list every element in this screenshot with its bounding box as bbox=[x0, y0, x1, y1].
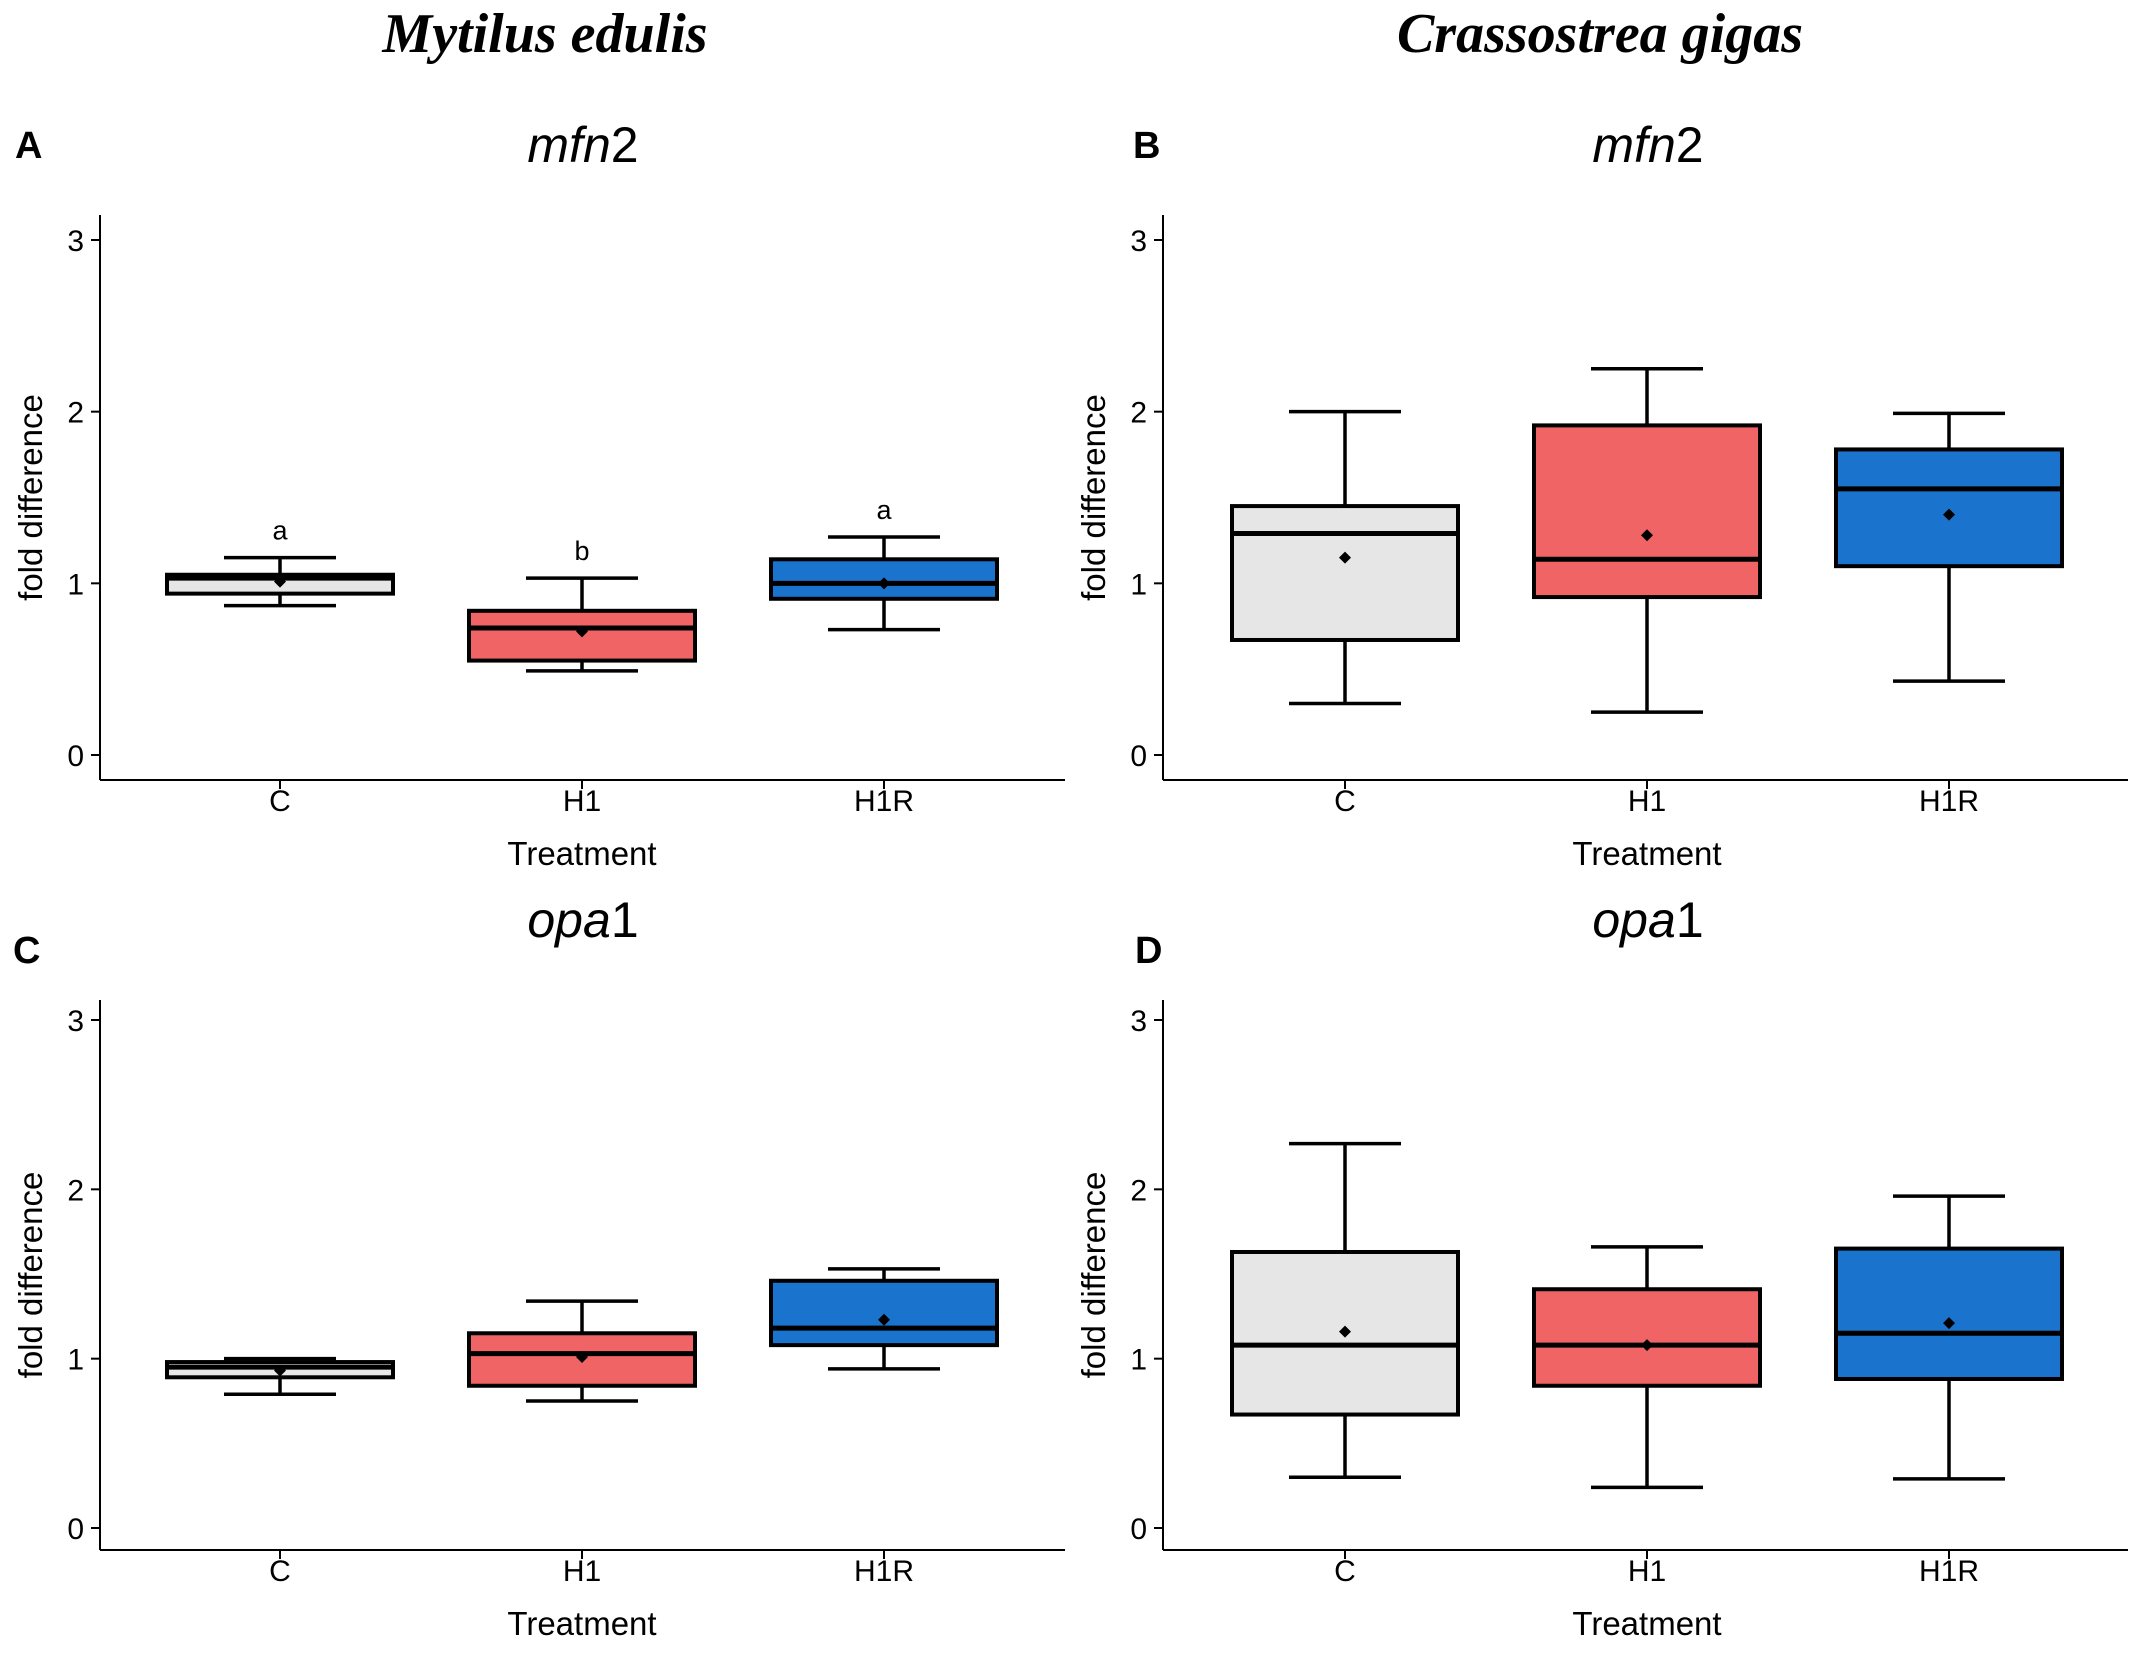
box-iqr bbox=[1532, 423, 1762, 600]
gene-title: opa1 bbox=[527, 892, 638, 948]
panel-letter: B bbox=[1133, 125, 1160, 167]
box-h1: H1 bbox=[1532, 1245, 1762, 1588]
x-tick-label: H1R bbox=[1919, 785, 1979, 818]
species-title-mytilus: Mytilus edulis bbox=[381, 3, 707, 65]
gene-title: opa1 bbox=[1592, 892, 1703, 948]
x-tick-label: H1 bbox=[563, 785, 601, 818]
y-tick-label: 0 bbox=[1130, 740, 1147, 773]
panel-letter: D bbox=[1135, 930, 1162, 972]
x-tick-label: C bbox=[269, 1555, 291, 1588]
box-iqr bbox=[1834, 447, 2064, 569]
y-tick-label: 2 bbox=[67, 397, 84, 430]
y-tick-label: 0 bbox=[1130, 1513, 1147, 1546]
box-h1r: H1R bbox=[769, 1267, 999, 1588]
significance-label: b bbox=[574, 536, 589, 566]
x-tick-label: H1 bbox=[1628, 785, 1666, 818]
mean-marker bbox=[1943, 508, 1955, 521]
mean-marker bbox=[878, 577, 890, 590]
y-tick-label: 0 bbox=[67, 1513, 84, 1546]
mean-marker bbox=[878, 1313, 890, 1326]
box-iqr bbox=[769, 557, 999, 601]
gene-title-italic: opa bbox=[527, 892, 610, 948]
mean-marker bbox=[576, 1350, 588, 1363]
significance-label: a bbox=[272, 516, 288, 546]
x-tick-label: C bbox=[1334, 1555, 1356, 1588]
box-h1r: H1R a bbox=[769, 495, 999, 818]
x-axis-title: Treatment bbox=[507, 1605, 656, 1642]
x-tick-label: H1R bbox=[1919, 1555, 1979, 1588]
y-tick-label: 1 bbox=[67, 568, 84, 601]
y-axis-title: fold difference bbox=[12, 1172, 49, 1379]
gene-title: mfn2 bbox=[527, 117, 638, 173]
box-iqr bbox=[1230, 1249, 1460, 1417]
mean-marker bbox=[1339, 551, 1351, 564]
box-iqr bbox=[1834, 1246, 2064, 1381]
gene-title-italic: mfn bbox=[1592, 117, 1675, 173]
species-title-crassostrea: Crassostrea gigas bbox=[1397, 3, 1803, 65]
x-tick-label: H1 bbox=[563, 1555, 601, 1588]
gene-title: mfn2 bbox=[1592, 117, 1703, 173]
box-h1r: H1R bbox=[1834, 1194, 2064, 1588]
box-h1: H1 bbox=[1532, 367, 1762, 818]
y-tick-label: 2 bbox=[1130, 397, 1147, 430]
y-tick-label: 3 bbox=[67, 1005, 84, 1038]
x-axis-title: Treatment bbox=[1572, 1605, 1721, 1642]
mean-marker bbox=[576, 625, 588, 638]
x-tick-label: H1 bbox=[1628, 1555, 1666, 1588]
y-tick-label: 3 bbox=[1130, 1005, 1147, 1038]
box-h1: H1 b bbox=[467, 536, 697, 818]
gene-title-italic: opa bbox=[1592, 892, 1675, 948]
x-axis-title: Treatment bbox=[507, 835, 656, 872]
y-tick-label: 2 bbox=[1130, 1174, 1147, 1207]
gene-title-number: 2 bbox=[611, 117, 639, 173]
y-tick-label: 2 bbox=[67, 1174, 84, 1207]
box-c: Ca bbox=[165, 516, 395, 818]
box-c: C bbox=[1230, 409, 1460, 818]
mean-marker bbox=[274, 575, 286, 588]
y-axis-title: fold difference bbox=[12, 394, 49, 601]
mean-marker bbox=[1641, 1339, 1653, 1352]
mean-marker bbox=[1943, 1317, 1955, 1330]
box-c: C bbox=[165, 1356, 395, 1588]
x-tick-label: H1R bbox=[854, 785, 914, 818]
x-tick-label: C bbox=[1334, 785, 1356, 818]
y-axis-title: fold difference bbox=[1075, 1172, 1112, 1379]
x-tick-label: C bbox=[269, 785, 291, 818]
mean-marker bbox=[274, 1364, 286, 1377]
box-c: C bbox=[1230, 1141, 1460, 1588]
x-tick-label: H1R bbox=[854, 1555, 914, 1588]
gene-title-number: 1 bbox=[611, 892, 639, 948]
y-tick-label: 0 bbox=[67, 740, 84, 773]
gene-title-number: 1 bbox=[1676, 892, 1704, 948]
box-iqr bbox=[1532, 1287, 1762, 1388]
box-h1r: H1R bbox=[1834, 411, 2064, 818]
x-axis-title: Treatment bbox=[1572, 835, 1721, 872]
y-tick-label: 1 bbox=[1130, 1344, 1147, 1377]
significance-label: a bbox=[876, 495, 892, 525]
y-tick-label: 3 bbox=[67, 225, 84, 258]
box-iqr bbox=[769, 1278, 999, 1348]
mean-marker bbox=[1339, 1325, 1351, 1338]
y-tick-label: 1 bbox=[1130, 568, 1147, 601]
box-iqr bbox=[1230, 504, 1460, 642]
gene-title-italic: mfn bbox=[527, 117, 610, 173]
gene-title-number: 2 bbox=[1676, 117, 1704, 173]
panel-letter: C bbox=[13, 930, 40, 972]
y-tick-label: 3 bbox=[1130, 225, 1147, 258]
box-h1: H1 bbox=[467, 1299, 697, 1588]
mean-marker bbox=[1641, 529, 1653, 542]
y-tick-label: 1 bbox=[67, 1344, 84, 1377]
panel-letter: A bbox=[15, 125, 42, 167]
y-axis-title: fold difference bbox=[1075, 394, 1112, 601]
